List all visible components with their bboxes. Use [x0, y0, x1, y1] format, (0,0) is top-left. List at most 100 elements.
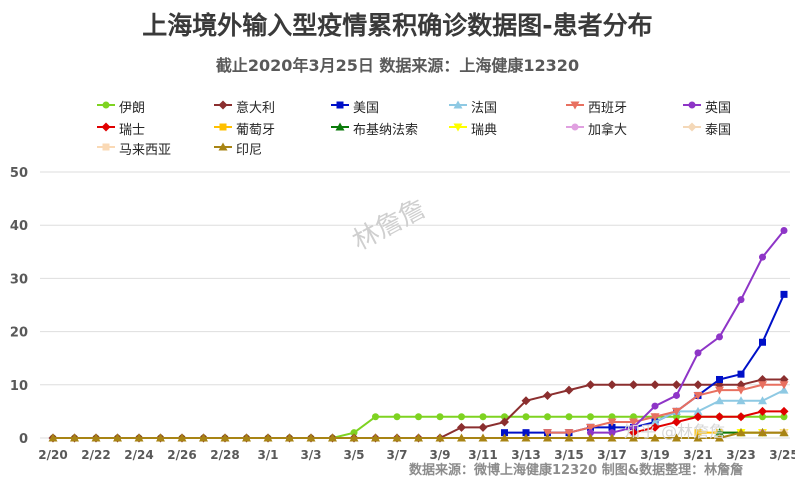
- y-tick-label: 40: [10, 219, 28, 234]
- data-point: [435, 433, 445, 442]
- data-point: [113, 433, 122, 442]
- data-point: [564, 433, 574, 442]
- series-line-4: [547, 383, 784, 434]
- data-point: [693, 380, 703, 390]
- data-point: [350, 429, 358, 437]
- x-tick-label: 3/19: [640, 448, 669, 462]
- x-tick-label: 3/3: [300, 448, 321, 462]
- data-point: [630, 413, 637, 421]
- legend-marker: [102, 143, 110, 151]
- x-tick-label: 3/13: [511, 448, 540, 462]
- legend-swatch: [214, 100, 232, 110]
- legend-swatch: [97, 122, 115, 132]
- x-tick-label: 2/20: [38, 448, 67, 462]
- x-tick-label: 3/21: [683, 448, 712, 462]
- data-point: [436, 413, 444, 421]
- legend: 伊朗 意大利 美国 法国 西班牙 英国 瑞士 葡萄牙 布基纳法索 瑞典 加拿大 泰国 马来西亚 印尼: [0, 0, 795, 160]
- data-point: [629, 418, 638, 427]
- data-point: [392, 433, 402, 442]
- chart-subtitle: 截止2020年3月25日 数据来源：上海健康12320: [215, 56, 580, 75]
- data-point: [478, 433, 488, 442]
- data-point: [414, 433, 423, 442]
- data-point: [715, 396, 724, 405]
- data-point: [608, 429, 616, 437]
- data-point: [500, 433, 509, 442]
- source-note: 数据来源：微博上海健康12320 制图&数据整理：林詹詹: [409, 463, 744, 478]
- data-point: [587, 429, 594, 437]
- legend-label: 葡萄牙: [236, 123, 276, 138]
- legend-marker: [102, 101, 110, 109]
- legend-swatch: [449, 123, 467, 132]
- legend-swatch: [214, 142, 232, 151]
- legend-marker: [336, 101, 344, 109]
- data-point: [693, 433, 703, 442]
- legend-label: 瑞士: [119, 123, 146, 138]
- legend-label: 瑞典: [471, 123, 498, 138]
- data-point: [650, 413, 660, 422]
- data-point: [565, 413, 573, 421]
- legend-label: 意大利: [236, 101, 276, 116]
- data-point: [758, 428, 767, 437]
- data-point: [736, 428, 746, 437]
- data-point: [393, 413, 401, 421]
- data-point: [607, 418, 617, 427]
- data-point: [522, 413, 530, 421]
- legend-swatch: [331, 101, 349, 109]
- legend-swatch: [566, 123, 584, 131]
- data-point: [650, 380, 660, 390]
- x-tick-label: 3/15: [554, 448, 583, 462]
- y-tick-label: 10: [10, 379, 28, 394]
- data-point: [607, 433, 617, 442]
- data-point: [715, 433, 724, 442]
- data-point: [543, 433, 552, 442]
- x-tick-label: 3/23: [726, 448, 755, 462]
- legend-label: 美国: [353, 101, 380, 116]
- legend-swatch: [331, 122, 349, 131]
- legend-label: 法国: [471, 101, 498, 116]
- data-point: [758, 381, 767, 390]
- data-point: [629, 380, 638, 390]
- data-point: [156, 433, 165, 442]
- data-point: [199, 433, 208, 442]
- legend-marker: [335, 122, 345, 131]
- legend-swatch: [683, 122, 701, 132]
- y-tick-label: 30: [10, 272, 28, 287]
- data-point: [543, 429, 552, 438]
- data-point: [758, 396, 767, 405]
- data-point: [134, 433, 144, 442]
- data-point: [91, 433, 101, 442]
- data-point: [328, 433, 337, 442]
- data-point: [306, 433, 316, 442]
- data-point: [736, 396, 746, 405]
- legend-marker: [688, 101, 696, 109]
- data-point: [780, 227, 788, 235]
- legend-label: 西班牙: [588, 101, 628, 116]
- data-point: [521, 396, 531, 406]
- data-point: [70, 433, 79, 442]
- legend-marker: [218, 142, 228, 151]
- data-point: [458, 413, 465, 421]
- legend-label: 伊朗: [119, 101, 146, 116]
- data-point: [608, 423, 616, 431]
- data-point: [759, 253, 766, 261]
- data-point: [693, 412, 703, 422]
- x-tick-label: 2/24: [124, 448, 153, 462]
- data-point: [629, 428, 638, 438]
- data-point: [177, 433, 187, 442]
- data-point: [693, 391, 703, 400]
- legend-swatch: [214, 123, 232, 131]
- legend-swatch: [449, 100, 467, 109]
- data-point: [586, 423, 595, 432]
- legend-swatch: [97, 101, 115, 109]
- data-point: [650, 433, 660, 442]
- legend-marker: [218, 100, 228, 110]
- data-point: [780, 290, 788, 298]
- data-point: [694, 429, 702, 437]
- data-point: [693, 406, 703, 415]
- data-point: [501, 429, 508, 437]
- data-point: [457, 433, 466, 442]
- data-point: [543, 390, 552, 400]
- zhihu-watermark: 知乎 @林詹詹: [624, 422, 726, 441]
- legend-marker: [571, 123, 579, 131]
